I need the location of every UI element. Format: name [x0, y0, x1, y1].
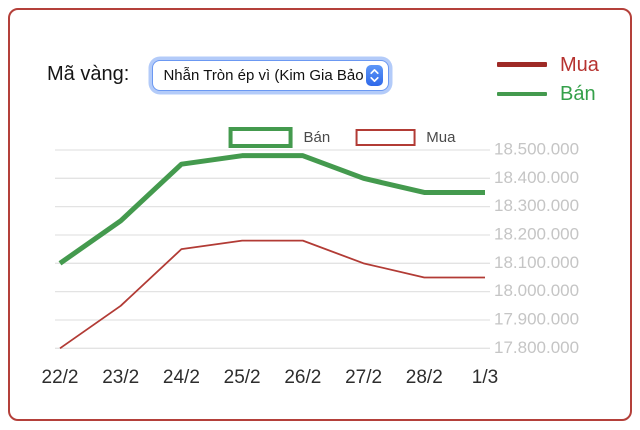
x-tick-label: 22/2: [42, 367, 79, 388]
y-tick-label: 18.100.000: [494, 253, 579, 272]
gold-code-select-value: Nhẫn Tròn ép vì (Kim Gia Bảo: [163, 67, 364, 84]
x-tick-label: 27/2: [345, 367, 382, 388]
y-tick-label: 18.300.000: [494, 196, 579, 215]
chart-legend-ban-label: Bán: [303, 129, 331, 146]
mua-box-swatch: [355, 129, 416, 146]
y-tick-label: 17.800.000: [494, 338, 579, 357]
x-tick-label: 25/2: [224, 367, 261, 388]
legend-mua-label: Mua: [560, 53, 599, 76]
ban-box-swatch: [228, 127, 293, 148]
mua-line: [59, 239, 485, 350]
y-tick-label: 17.900.000: [494, 309, 579, 328]
legend-ban-label: Bán: [560, 82, 596, 105]
ban-line: [58, 153, 485, 266]
chart-legend-mua-label: Mua: [426, 129, 456, 146]
x-tick-label: 24/2: [163, 367, 200, 388]
legend-item-ban: Bán: [497, 79, 599, 108]
gold-code-select[interactable]: Nhẫn Tròn ép vì (Kim Gia Bảo: [152, 60, 389, 91]
y-tick-label: 18.500.000: [494, 139, 579, 158]
mua-line-swatch: [497, 62, 547, 67]
chart-legend: Bán Mua: [228, 127, 456, 148]
y-tick-label: 18.000.000: [494, 281, 579, 300]
y-tick-label: 18.400.000: [494, 168, 579, 187]
gold-code-label: Mã vàng:: [47, 63, 130, 85]
x-tick-label: 26/2: [284, 367, 321, 388]
x-tick-label: 1/3: [472, 367, 498, 388]
x-tick-label: 23/2: [102, 367, 139, 388]
ban-line-swatch: [497, 91, 547, 96]
select-stepper-icon: [366, 65, 383, 86]
legend-item-mua: Mua: [497, 50, 599, 79]
x-tick-label: 28/2: [406, 367, 443, 388]
y-tick-label: 18.200.000: [494, 224, 579, 243]
legend: Mua Bán: [497, 50, 599, 108]
chart-card: Mã vàng: Nhẫn Tròn ép vì (Kim Gia Bảo Mu…: [8, 8, 632, 421]
